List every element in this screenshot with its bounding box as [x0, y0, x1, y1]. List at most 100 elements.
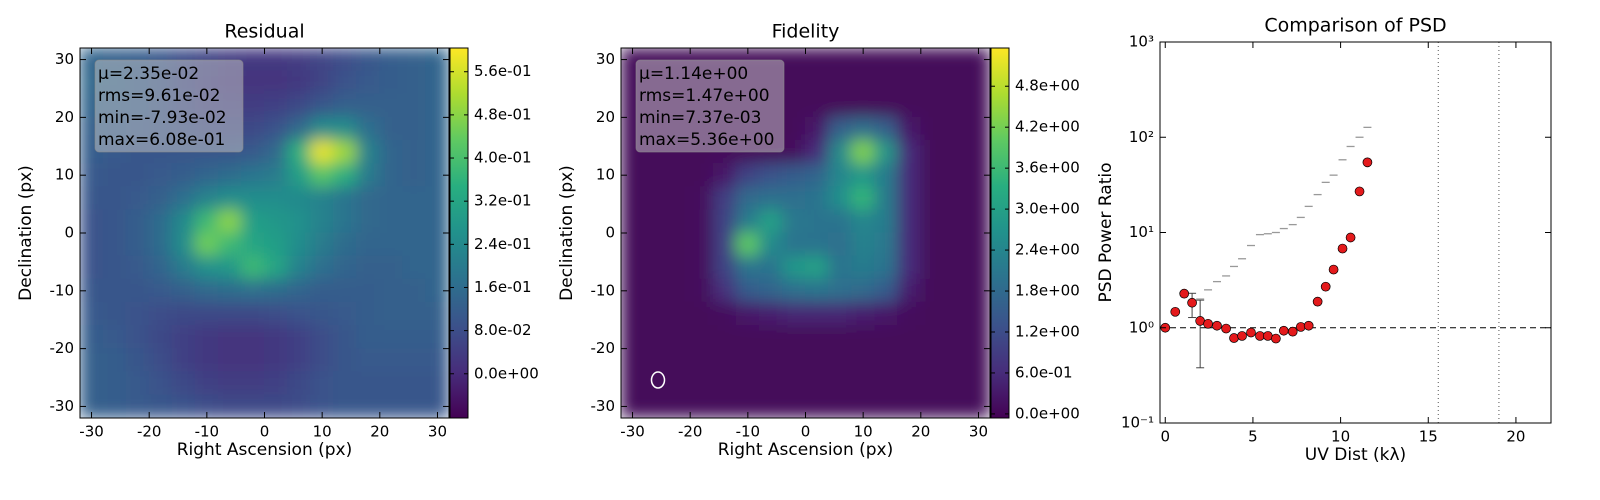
heatmap-cell [735, 255, 760, 280]
heatmap-cell [425, 209, 449, 234]
heatmap-cell [425, 394, 449, 418]
y-tick-label: 10 [55, 166, 74, 184]
heatmap-cell [851, 301, 876, 326]
heatmap-cell [666, 186, 691, 211]
heatmap-cell [333, 70, 358, 95]
heatmap-cell [287, 278, 312, 303]
heatmap-cell [194, 186, 219, 211]
heatmap-cell [148, 278, 173, 303]
colorbar-tick-label: 0.0e+00 [474, 364, 539, 382]
heatmap-cell [874, 394, 899, 418]
x-tick-label: -30 [620, 423, 645, 441]
heatmap-cell [402, 348, 427, 373]
heatmap-cell [379, 371, 404, 396]
heatmap-cell [171, 163, 196, 188]
heatmap-cell [874, 301, 899, 326]
heatmap-cell [920, 232, 945, 257]
heatmap-cell [264, 348, 289, 373]
point [1337, 243, 1348, 254]
colorbar-tick-label: 5.6e-01 [474, 62, 532, 80]
heatmap-cell [217, 371, 242, 396]
heatmap-cell [356, 232, 381, 257]
heatmap-cell [333, 394, 358, 418]
heatmap-cell [217, 186, 242, 211]
heatmap-cell [333, 209, 358, 234]
heatmap-cell [264, 371, 289, 396]
y-tick-label: 30 [596, 50, 615, 68]
heatmap-cell [943, 209, 968, 234]
heatmap-cell [758, 325, 783, 350]
point [1345, 232, 1356, 243]
heatmap-cell [805, 278, 830, 303]
heatmap-cell [287, 301, 312, 326]
colorbar-tick-label: 4.8e-01 [474, 105, 532, 123]
heatmap-cell [148, 394, 173, 418]
heatmap-cell [943, 371, 968, 396]
heatmap-cell [240, 163, 265, 188]
heatmap-cell [805, 255, 830, 280]
heatmap-cell [240, 186, 265, 211]
heatmap-cell [425, 301, 449, 326]
heatmap-cell [356, 301, 381, 326]
heatmap-cell [621, 325, 645, 350]
heatmap-cell [851, 163, 876, 188]
y-axis-label: Declination (px) [557, 165, 577, 301]
heatmap-cell [310, 278, 335, 303]
heatmap-cell [666, 163, 691, 188]
heatmap-cell [425, 371, 449, 396]
heatmap-cell [240, 278, 265, 303]
heatmap-cell [735, 348, 760, 373]
heatmap-cell [828, 278, 853, 303]
heatmap-cell [356, 186, 381, 211]
heatmap-cell [240, 116, 265, 141]
heatmap-cell [621, 301, 645, 326]
heatmap-cell [758, 301, 783, 326]
heatmap-cell [264, 116, 289, 141]
x-tick-label: -30 [79, 423, 104, 441]
heatmap-cell [735, 163, 760, 188]
heatmap-cell [781, 209, 806, 234]
heatmap-cell [851, 371, 876, 396]
heatmap-cell [333, 186, 358, 211]
colorbar-tick-label: 0.0e+00 [1015, 404, 1080, 422]
heatmap-cell [851, 186, 876, 211]
stats-text: rms=9.61e-02 [98, 86, 220, 106]
heatmap-cell [80, 255, 104, 280]
y-axis-label: PSD Power Ratio [1096, 163, 1116, 303]
y-tick-label: 20 [55, 108, 74, 126]
x-tick-label: -20 [137, 423, 162, 441]
colorbar-tick-label: 3.0e+00 [1015, 200, 1080, 218]
heatmap-cell [217, 348, 242, 373]
heatmap-cell [402, 186, 427, 211]
heatmap-cell [735, 209, 760, 234]
heatmap-cell [379, 394, 404, 418]
stats-text: rms=1.47e+00 [639, 86, 770, 106]
heatmap-cell [171, 278, 196, 303]
x-tick-label: 0 [1160, 428, 1170, 446]
heatmap-cell [828, 348, 853, 373]
heatmap-cell [194, 394, 219, 418]
heatmap-cell [333, 301, 358, 326]
heatmap-cell [897, 325, 922, 350]
heatmap-cell [264, 163, 289, 188]
heatmap-cell [425, 278, 449, 303]
stats-text: min=7.37e-03 [639, 108, 761, 128]
heatmap-cell [758, 371, 783, 396]
heatmap-cell [240, 255, 265, 280]
heatmap-cell [920, 371, 945, 396]
heatmap-cell [217, 209, 242, 234]
heatmap-cell [425, 163, 449, 188]
heatmap-cell [621, 209, 645, 234]
heatmap-cell [966, 163, 990, 188]
x-tick-label: 0 [801, 423, 811, 441]
heatmap-cell [920, 140, 945, 165]
stats-box [94, 59, 244, 153]
heatmap-cell [194, 348, 219, 373]
heatmap-cell [194, 278, 219, 303]
heatmap-cell [287, 48, 312, 72]
point [1203, 318, 1213, 329]
heatmap-cell [874, 348, 899, 373]
point [1362, 157, 1373, 168]
heatmap-cell [379, 48, 404, 72]
heatmap-cell [287, 70, 312, 95]
